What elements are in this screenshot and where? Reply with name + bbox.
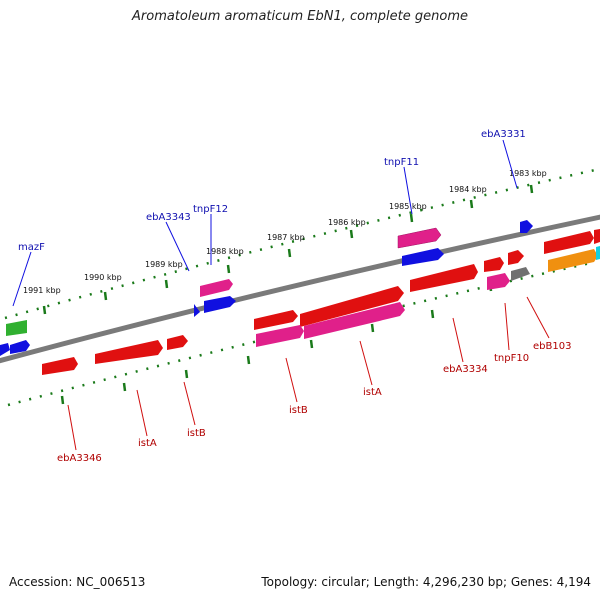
tick-label-1985: 1985 kbp — [389, 202, 427, 211]
upper-leaders — [12, 139, 518, 307]
gene-blue-tnpF11-region[interactable] — [402, 248, 444, 266]
gene-label-ebA3343: ebA3343 — [146, 212, 191, 223]
tick-label-1990: 1990 kbp — [84, 273, 122, 282]
tick-label-1989: 1989 kbp — [145, 260, 183, 269]
gene-blue-left-1[interactable] — [10, 340, 30, 354]
gene-label-ebA3346: ebA3346 — [57, 453, 102, 464]
gene-red-istA-upper[interactable] — [300, 286, 404, 327]
gene-label-mazF: mazF — [18, 242, 45, 253]
gene-red-istA-left[interactable] — [95, 340, 163, 364]
gene-pink-istA[interactable] — [304, 302, 405, 339]
gene-label-ebA3334: ebA3334 — [443, 364, 488, 375]
gene-label-istB-left: istB — [187, 428, 206, 439]
tick-label-1991: 1991 kbp — [23, 286, 61, 295]
tick-label-1986: 1986 kbp — [328, 218, 366, 227]
genome-backbone — [0, 214, 600, 364]
gene-red-small-2[interactable] — [508, 250, 524, 265]
gene-label-ebA3331: ebA3331 — [481, 129, 526, 140]
gene-orange-right[interactable] — [548, 249, 598, 272]
gene-blue-tnpF12-region[interactable] — [204, 296, 236, 313]
gene-label-tnpF11: tnpF11 — [384, 157, 419, 168]
gene-red-large-ebA3334[interactable] — [410, 264, 478, 292]
topology-text: Topology: circular; Length: 4,296,230 bp… — [261, 575, 591, 589]
bottom-tick-track — [7, 260, 596, 407]
gene-blue-small-ebA3331[interactable] — [520, 220, 533, 233]
tick-label-1988: 1988 kbp — [206, 247, 244, 256]
tick-label-1984: 1984 kbp — [449, 185, 487, 194]
map-title: Aromatoleum aromaticum EbN1, complete ge… — [132, 9, 468, 24]
gene-red-right-2[interactable] — [594, 229, 600, 244]
gene-red-small-1[interactable] — [484, 257, 504, 272]
gene-label-istA: istA — [363, 387, 382, 398]
gene-red-istB-upper[interactable] — [254, 310, 298, 330]
gene-blue-tiny[interactable] — [194, 304, 200, 317]
tick-label-1987: 1987 kbp — [267, 233, 305, 242]
gene-gray-ebB103[interactable] — [511, 267, 530, 281]
gene-label-tnpF12: tnpF12 — [193, 204, 228, 215]
top-tick-track — [4, 168, 596, 320]
gene-blue-left-2[interactable] — [0, 343, 10, 356]
tick-label-1983: 1983 kbp — [509, 169, 547, 178]
gene-tnpF12[interactable] — [200, 279, 233, 297]
gene-red-ebA3346[interactable] — [42, 357, 78, 375]
gene-red-right[interactable] — [544, 231, 594, 254]
gene-label-tnpF10: tnpF10 — [494, 353, 529, 364]
gene-green[interactable] — [6, 320, 27, 336]
gene-label-istA-left: istA — [138, 438, 157, 449]
upper-features — [0, 220, 533, 356]
gene-red-istB-left[interactable] — [167, 335, 188, 350]
gene-tnpF11[interactable] — [397, 227, 442, 249]
gene-label-ebB103: ebB103 — [533, 341, 571, 352]
gene-pink-istB[interactable] — [256, 325, 304, 347]
lower-features — [42, 229, 600, 375]
gene-label-istB: istB — [289, 405, 308, 416]
gene-pink-tnpF10[interactable] — [487, 273, 510, 290]
gene-cyan-right[interactable] — [596, 246, 600, 260]
lower-leaders — [67, 296, 550, 451]
accession-text: Accession: NC_006513 — [9, 575, 146, 589]
